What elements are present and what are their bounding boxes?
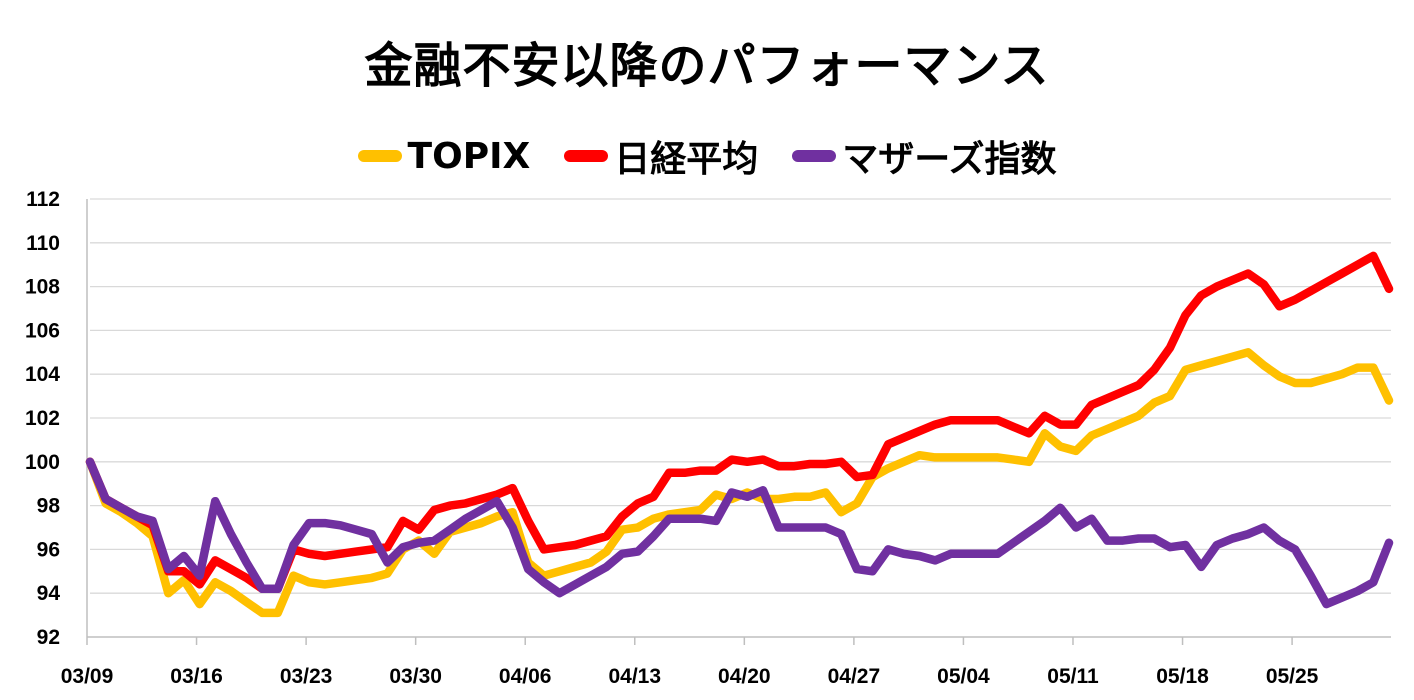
legend-item-nikkei: 日経平均	[564, 130, 758, 182]
legend-label-nikkei: 日経平均	[614, 139, 759, 180]
x-tick-label: 05/04	[937, 665, 990, 688]
x-tick-label: 04/13	[608, 665, 661, 688]
x-tick-label: 04/20	[718, 665, 771, 688]
x-tick-label: 04/27	[828, 665, 881, 688]
series-lines	[85, 251, 1394, 618]
legend-swatch-nikkei	[564, 150, 609, 162]
y-tick-label: 104	[25, 363, 60, 386]
legend: TOPIX 日経平均 マザーズ指数	[0, 130, 1414, 182]
x-tick-label: 03/30	[389, 665, 442, 688]
legend-label-mothers: マザーズ指数	[842, 139, 1057, 180]
y-tick-label: 94	[37, 582, 61, 605]
y-tick-label: 112	[26, 188, 60, 211]
series-line-1	[85, 251, 1394, 594]
y-tick-label: 96	[37, 538, 60, 561]
tick-labels: 92 94 96 98 100 102 104 106 108 110 112 03/09 03/16 0…	[25, 188, 1319, 688]
x-tick-label: 05/18	[1156, 665, 1209, 688]
y-tick-label: 102	[25, 407, 60, 430]
legend-item-topix: TOPIX	[357, 135, 531, 177]
legend-swatch-topix	[357, 150, 402, 162]
series-line-2	[85, 457, 1394, 609]
axes	[86, 199, 1391, 645]
y-tick-label: 108	[25, 276, 60, 299]
y-tick-label: 100	[25, 451, 60, 474]
chart-title: 金融不安以降のパフォーマンス	[364, 38, 1050, 94]
grid-lines	[90, 198, 1391, 594]
y-tick-label: 106	[25, 319, 60, 342]
y-tick-label: 110	[26, 232, 60, 255]
x-tick-label: 05/11	[1047, 665, 1099, 688]
y-tick-label: 92	[37, 626, 60, 649]
x-tick-label: 05/25	[1266, 665, 1319, 688]
x-tick-label: 03/16	[170, 665, 223, 688]
legend-item-mothers: マザーズ指数	[792, 130, 1056, 182]
x-tick-label: 03/09	[61, 665, 114, 688]
legend-swatch-mothers	[792, 150, 837, 162]
y-tick-label: 98	[37, 495, 61, 518]
legend-label-topix: TOPIX	[407, 135, 531, 177]
x-tick-label: 03/23	[280, 665, 333, 688]
x-tick-label: 04/06	[499, 665, 552, 688]
